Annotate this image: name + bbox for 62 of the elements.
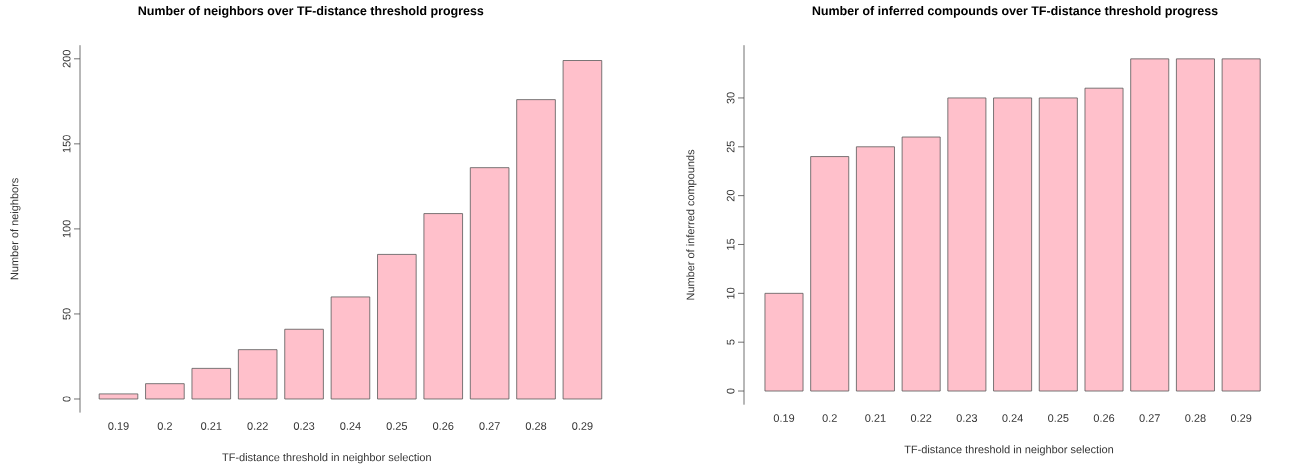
x-tick-label: 0.22 (247, 422, 268, 430)
bar (284, 328, 324, 400)
y-tick-label: 30 (726, 92, 735, 104)
x-tick-label: 0.19 (108, 422, 129, 430)
y-tick-label: 200 (62, 50, 71, 68)
y-tick-label: 50 (62, 308, 71, 320)
bar (98, 393, 139, 400)
y-tick-label: 0 (62, 396, 71, 402)
x-tick-label: 0.25 (386, 422, 408, 430)
x-tick-label: 0.24 (1002, 414, 1023, 422)
bar (1130, 58, 1170, 392)
y-tick-label: 10 (726, 287, 735, 299)
x-tick-label: 0.19 (773, 414, 795, 422)
x-tick-label: 0.29 (572, 422, 593, 430)
bar (191, 367, 232, 400)
y-tick-label: 0 (726, 388, 735, 394)
bar (1221, 58, 1261, 392)
x-tick-label: 0.23 (956, 414, 978, 422)
bar (1038, 97, 1078, 392)
x-tick-label: 0.22 (910, 414, 932, 422)
chart-title: Number of neighbors over TF-distance threshold progress (138, 6, 484, 18)
y-tick-label: 5 (726, 339, 735, 345)
bar (993, 97, 1033, 392)
x-tick-label: 0.29 (1230, 414, 1252, 422)
x-tick-label: 0.24 (340, 422, 361, 430)
y-tick-label: 20 (726, 189, 735, 202)
bar (469, 167, 510, 400)
bar (764, 292, 804, 392)
y-tick-label: 15 (726, 238, 735, 250)
y-tick-label: 100 (62, 220, 71, 238)
bar (423, 213, 463, 400)
bar (856, 146, 895, 392)
bar (330, 296, 371, 400)
y-axis-title: Number of neighbors (10, 178, 21, 280)
y-tick-label: 25 (726, 141, 735, 153)
x-tick-label: 0.2 (822, 414, 837, 422)
y-axis-title: Number of inferred compounds (686, 149, 697, 300)
bar (562, 60, 603, 400)
x-tick-label: 0.26 (433, 422, 454, 430)
bar (1176, 58, 1215, 392)
x-tick-label: 0.28 (525, 422, 547, 430)
y-tick-label: 150 (62, 135, 71, 153)
bar (901, 136, 941, 392)
chart-title: Number of inferred compounds over TF-distance threshold progress (812, 6, 1218, 18)
bar (810, 156, 850, 392)
bar (516, 99, 556, 400)
x-tick-label: 0.27 (479, 422, 500, 430)
bar (947, 97, 987, 392)
x-tick-label: 0.28 (1185, 414, 1206, 422)
x-tick-label: 0.26 (1093, 414, 1115, 422)
bar (145, 383, 185, 400)
x-tick-label: 0.21 (201, 422, 222, 430)
bar (237, 349, 278, 400)
x-tick-label: 0.27 (1139, 414, 1160, 422)
x-axis-title: TF-distance threshold in neighbor selection (222, 453, 431, 464)
bar (1084, 87, 1124, 392)
x-tick-label: 0.23 (293, 422, 315, 430)
x-tick-label: 0.21 (865, 414, 886, 422)
bar (377, 254, 417, 400)
x-axis-title: TF-distance threshold in neighbor selection (904, 445, 1114, 456)
x-tick-label: 0.25 (1048, 414, 1069, 422)
x-tick-label: 0.2 (157, 422, 172, 430)
